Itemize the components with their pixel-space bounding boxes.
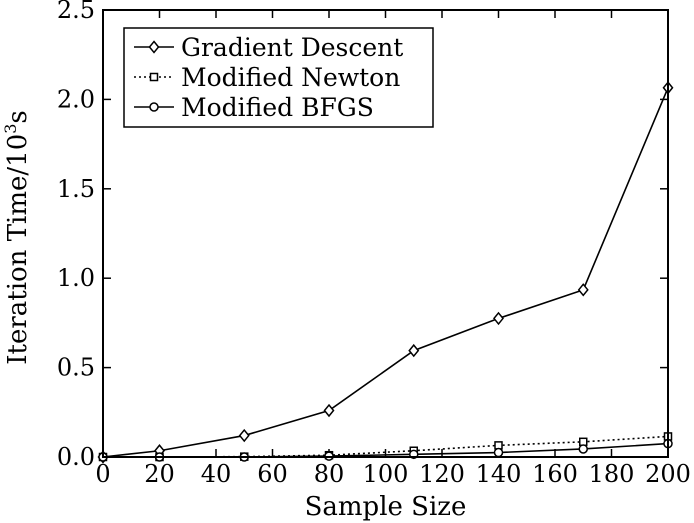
x-tick-label: 160 [532,460,578,488]
axis-ticks: 0 20 40 60 80 100 120 140 160 180 200 0.0 0.5 1.0 1.5 2… [57,0,691,488]
y-tick-label: 0.5 [57,354,95,382]
circle-marker [578,444,588,454]
diamond-marker [323,403,335,418]
y-tick-label: 2.5 [57,0,95,24]
legend-label: Modified BFGS [181,93,374,122]
y-axis-label-main: Iteration Time/10 [3,134,33,365]
legend-item: Modified Newton [134,63,400,92]
diamond-marker [408,343,420,358]
y-tick-label: 1.0 [57,264,95,292]
legend-box [123,27,434,128]
x-tick-label: 0 [95,460,110,488]
y-axis-label-exponent: 3 [1,124,20,134]
plot-frame [102,9,669,458]
x-tick-label: 60 [257,460,288,488]
square-marker [149,72,159,82]
series-line [102,87,669,458]
y-tick-label: 1.5 [57,175,95,203]
x-tick-label: 120 [419,460,465,488]
y-axis-label: Iteration Time/103s [1,110,33,365]
x-tick-label: 140 [476,460,522,488]
diamond-marker [148,40,160,54]
diamond-marker [238,428,250,443]
legend-label: Gradient Descent [181,33,403,62]
x-tick-label: 200 [645,460,691,488]
x-tick-label: 80 [314,460,345,488]
x-tick-label: 20 [144,460,175,488]
x-axis-label: Sample Size [305,492,467,522]
legend-label: Modified Newton [181,63,400,92]
x-tick-label: 40 [201,460,232,488]
diamond-marker [493,311,504,326]
series-gradient-descent [97,81,674,464]
series-layer [97,81,674,464]
x-tick-label: 180 [589,460,635,488]
y-tick-label: 2.0 [57,85,95,113]
x-tick-label: 100 [363,460,409,488]
y-tick-label: 0.0 [57,443,95,471]
diamond-marker [577,283,589,297]
circle-marker [493,447,504,458]
y-axis-label-unit: s [3,110,33,123]
legend-item: Gradient Descent [134,33,403,62]
legend-item: Modified BFGS [134,93,374,122]
circle-marker [149,102,159,112]
